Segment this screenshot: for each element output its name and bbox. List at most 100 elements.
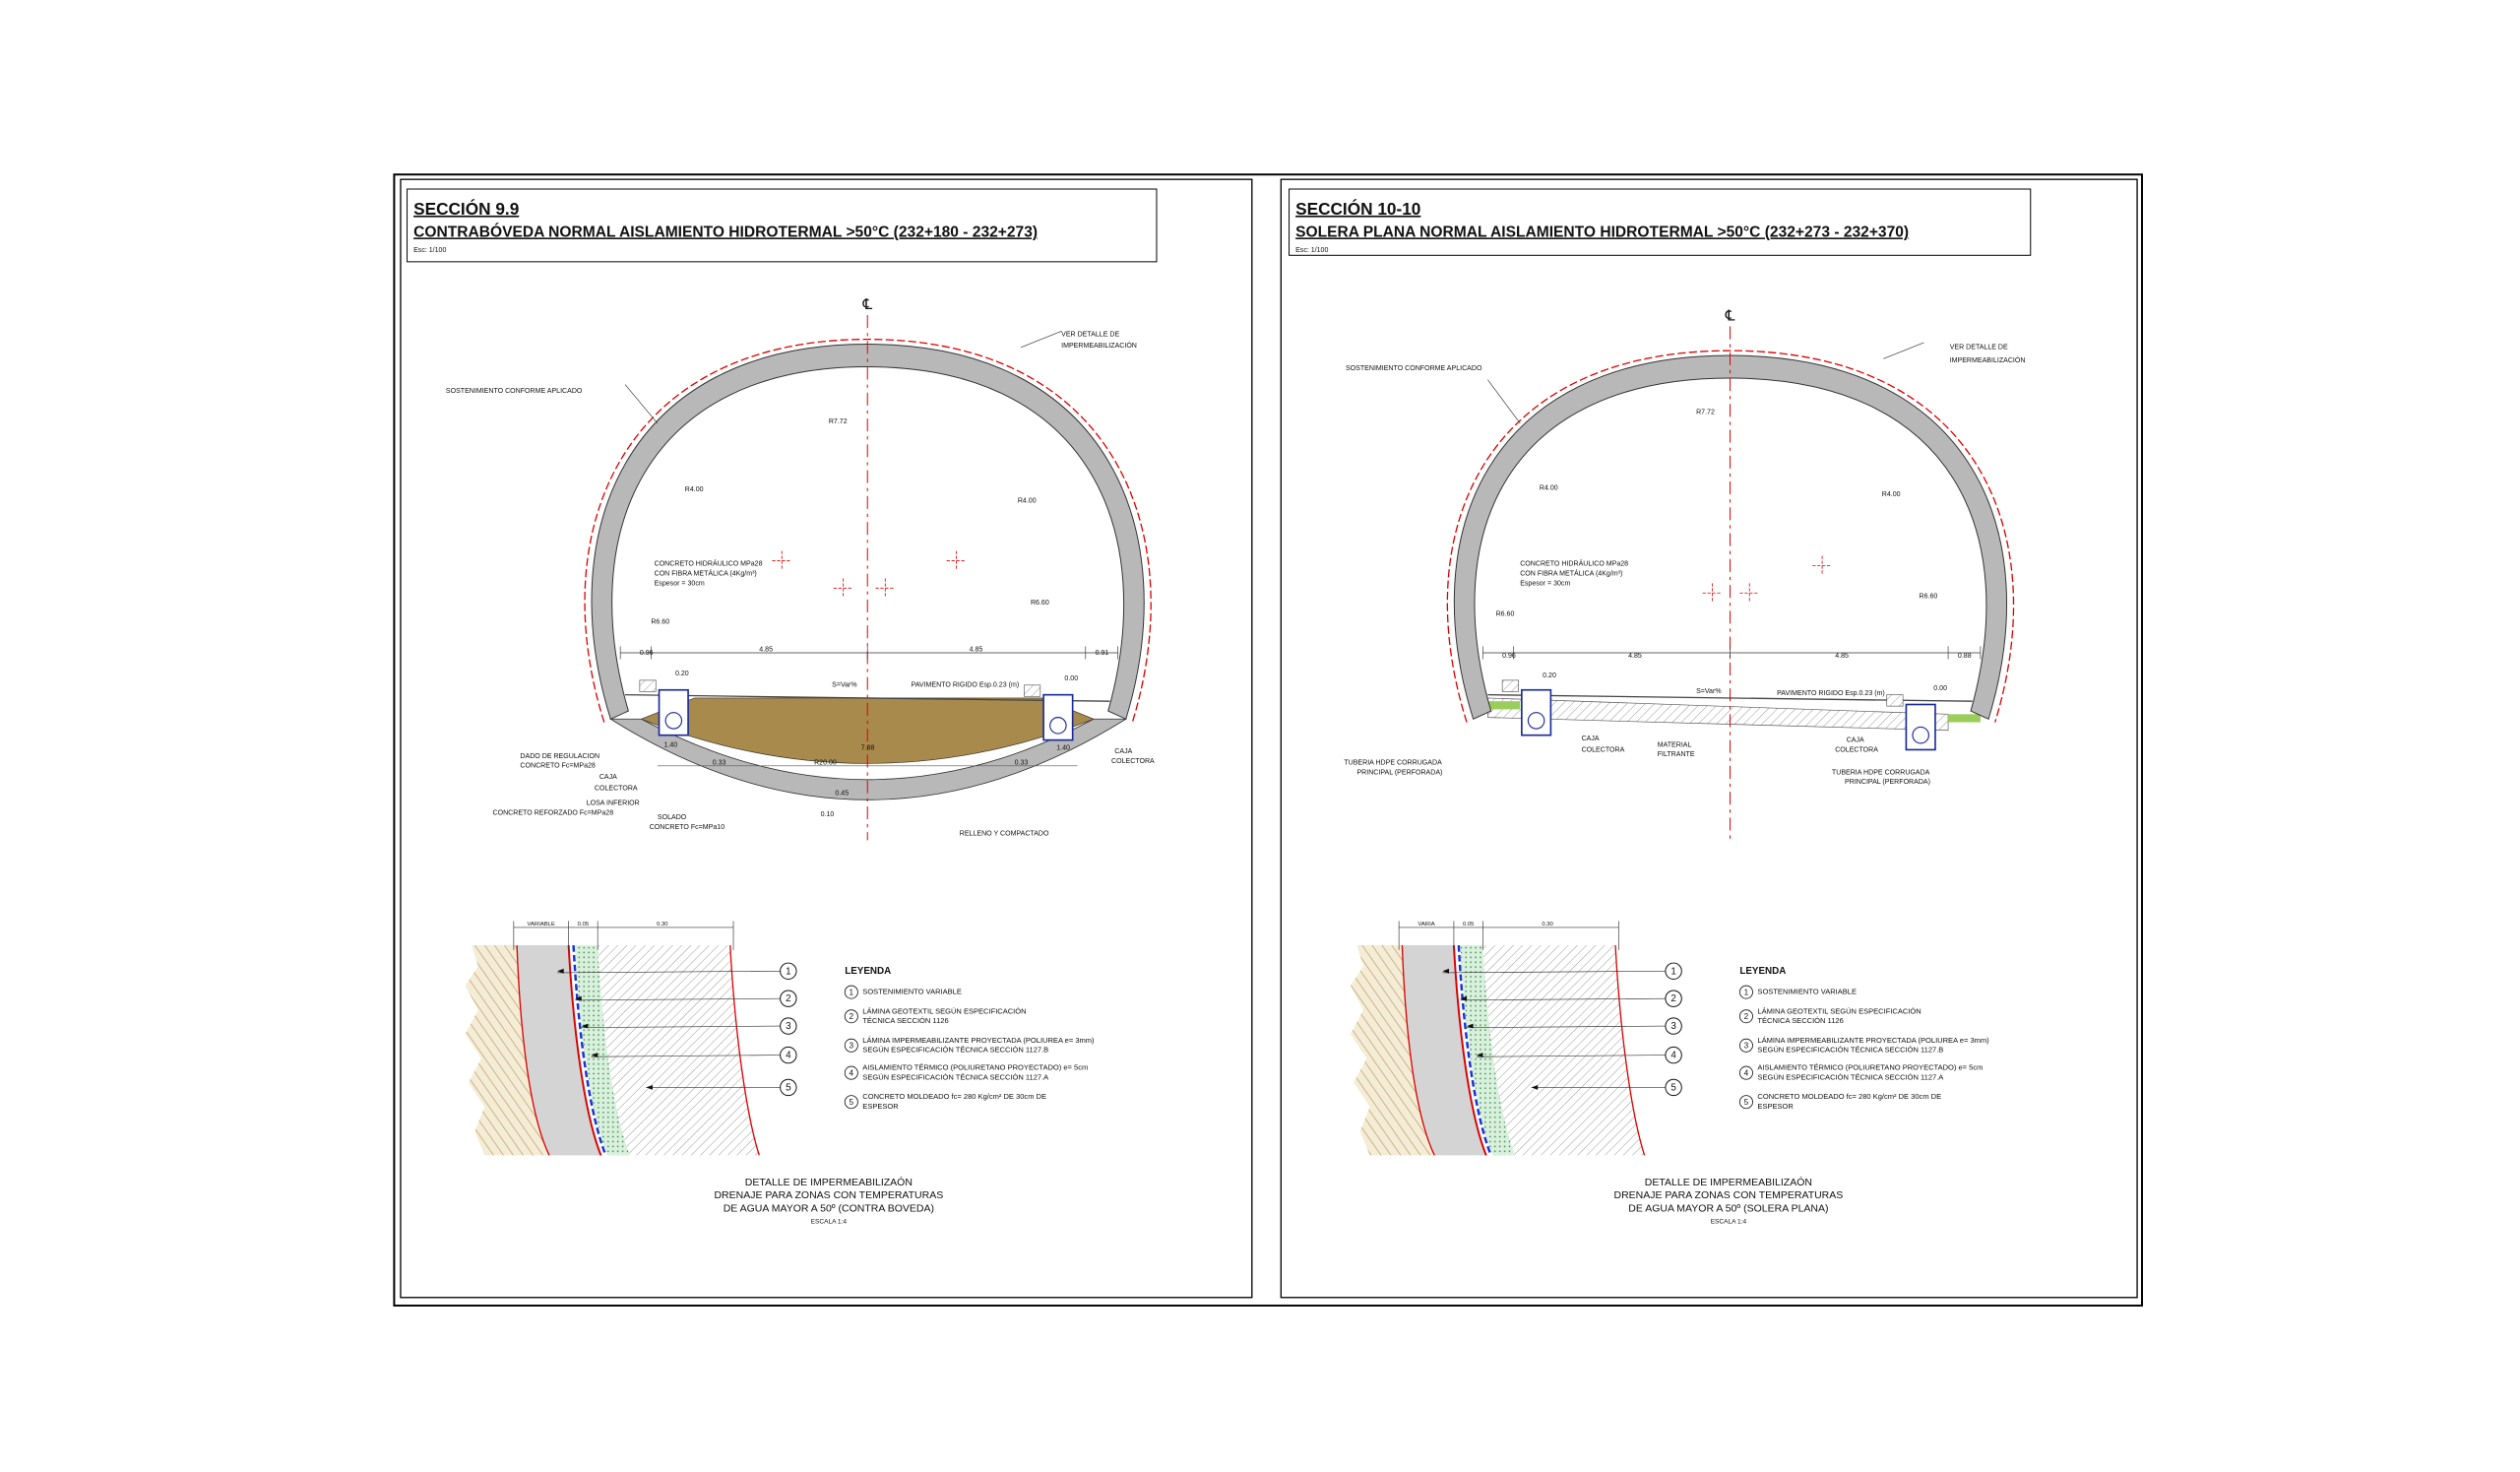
drawing-label: 0.20 <box>1543 672 1556 679</box>
geotextile <box>1452 944 1487 1156</box>
drawing-label: R20.00 <box>814 759 837 766</box>
drawing-label: 0.00 <box>1064 675 1078 682</box>
support-outline <box>584 338 1152 723</box>
drawing-label: CON FIBRA METÁLICA (4Kg/m³) <box>1520 568 1622 577</box>
drawing-scale: Esc: 1/100 <box>413 247 446 254</box>
center-mark <box>1812 555 1832 576</box>
drawing-label: 4.85 <box>1835 653 1849 660</box>
callout-arrow <box>646 1084 653 1090</box>
drawing-label: 0.33 <box>1015 759 1029 766</box>
drawing-label: R4.00 <box>1540 484 1558 491</box>
drawing-label: 7.88 <box>861 745 875 752</box>
legend-number: 3 <box>1744 1041 1749 1050</box>
leader <box>1487 379 1521 424</box>
drawing-label: 0.45 <box>835 791 849 798</box>
concrete-layer <box>1482 945 1645 1156</box>
callout-arrow <box>581 1023 589 1029</box>
legend-circle <box>844 1038 858 1053</box>
legend-title: LEYENDA <box>845 966 891 977</box>
callout-arrow <box>591 1053 598 1058</box>
callout-circle <box>1665 962 1682 980</box>
centerline-symbol: ℄ <box>861 297 872 313</box>
title-box <box>1289 188 2032 256</box>
drawing-label: 0.00 <box>1933 685 1947 692</box>
legend-number: 1 <box>1744 988 1749 996</box>
legend-text: LÁMINA IMPERMEABILIZANTE PROYECTADA (POL… <box>1757 1036 1989 1045</box>
drain-pipe <box>1912 726 1929 744</box>
drawing-label: DADO DE REGULACION <box>520 753 599 760</box>
legend-circle <box>1738 1095 1753 1110</box>
drawing-label: 0.96 <box>1502 653 1516 660</box>
drawing-label: R7.72 <box>829 418 848 425</box>
detail-dimension-label: 0.30 <box>1542 922 1553 928</box>
legend-text: SEGÚN ESPECIFICACIÓN TÉCNICA SECCIÓN 112… <box>1757 1046 1943 1055</box>
drawing-label: CON FIBRA METÁLICA (4Kg/m³) <box>655 568 757 577</box>
drawing-label: S=Var% <box>832 682 857 689</box>
callout-number: 2 <box>786 993 790 1004</box>
drawing-label: VER DETALLE DE <box>1950 345 2008 352</box>
rock-layer <box>465 945 549 1156</box>
callout-arrow <box>1467 1023 1474 1029</box>
insulation-layer <box>1460 945 1516 1156</box>
drawing-label: IMPERMEABILIZACIÓN <box>1950 355 2026 364</box>
detail-title: DETALLE DE IMPERMEABILIZAÓN <box>1645 1176 1812 1188</box>
drawing-label: TUBERIA HDPE CORRUGADA <box>1832 769 1930 776</box>
legend-text: LÁMINA GEOTEXTIL SEGÚN ESPECIFICACIÓN <box>1757 1006 1921 1015</box>
leader <box>624 384 659 424</box>
drain-pipe <box>1049 717 1067 735</box>
callout-arrow <box>1531 1084 1539 1090</box>
center-mark <box>946 550 967 571</box>
callout-number: 5 <box>1670 1083 1676 1094</box>
legend-circle <box>844 1095 858 1110</box>
drawing-label: PRINCIPAL (PERFORADA) <box>1845 779 1930 786</box>
concrete-edge <box>1401 944 1646 1156</box>
callout-leader <box>1442 970 1666 974</box>
drawing-label: MATERIAL <box>1658 741 1692 748</box>
membrane <box>1457 944 1492 1156</box>
detail-title: DRENAJE PARA ZONAS CON TEMPERATURAS <box>714 1189 943 1201</box>
legend-number: 4 <box>850 1068 854 1077</box>
legend-text: TÉCNICA SECCIÓN 1126 <box>862 1016 948 1025</box>
legend-circle <box>1738 1065 1753 1080</box>
detail-title: DRENAJE PARA ZONAS CON TEMPERATURAS <box>1613 1189 1843 1201</box>
legend-text: SEGÚN ESPECIFICACIÓN TÉCNICA SECCIÓN 112… <box>862 1046 1048 1055</box>
drawing-label: PAVIMENTO RIGIDO Esp.0.23 (m) <box>912 682 1020 689</box>
legend-text: CONCRETO MOLDEADO fc= 280 Kg/cm² DE 30cm… <box>862 1092 1046 1101</box>
drawing-label: R4.00 <box>685 486 704 493</box>
callout-circle <box>780 1078 797 1097</box>
drawing-label: 0.10 <box>821 811 835 818</box>
callout-number: 3 <box>1670 1021 1676 1032</box>
legend-text: ESPESOR <box>1757 1102 1794 1111</box>
legend-title: LEYENDA <box>1739 966 1786 977</box>
drawing-label: R6.60 <box>1920 593 1938 600</box>
callout-circle <box>780 962 797 980</box>
legend-text: SOSTENIMIENTO VARIABLE <box>862 988 962 996</box>
drawing-label: 0.96 <box>640 650 654 657</box>
drawing-label: COLECTORA <box>1835 746 1878 753</box>
drawing-label: CAJA <box>1582 736 1600 742</box>
legend-text: ESPESOR <box>862 1102 899 1111</box>
drawing-label: 1.40 <box>663 741 677 748</box>
legend-text: CONCRETO MOLDEADO fc= 280 Kg/cm² DE 30cm… <box>1757 1092 1941 1101</box>
drawing-label: 1.40 <box>1056 745 1070 752</box>
drawing-label: R4.00 <box>1018 498 1037 505</box>
callout-circle <box>1665 1017 1682 1035</box>
title-box <box>407 188 1158 263</box>
detail-title: DE AGUA MAYOR A 50º (CONTRA BOVEDA) <box>724 1202 934 1214</box>
center-mark <box>1739 583 1760 604</box>
callout-leader <box>557 970 781 974</box>
callout-arrow <box>575 995 582 1001</box>
drawing-label: CAJA <box>1847 736 1864 743</box>
drawing-label: CONCRETO REFORZADO Fc=MPa28 <box>493 809 614 816</box>
drawing-label: R4.00 <box>1882 491 1901 498</box>
drawing-label: PAVIMENTO RIGIDO Esp.0.23 (m) <box>1777 690 1885 697</box>
concrete-layer <box>598 945 760 1156</box>
support-layer <box>517 945 601 1156</box>
detail-dimension-label: VARIA <box>1418 922 1434 928</box>
box-cover <box>1024 684 1041 697</box>
callout-circle <box>1665 1046 1682 1064</box>
drawing-label: FILTRANTE <box>1658 751 1695 758</box>
drawing-label: SOSTENIMIENTO CONFORME APLICADO <box>1346 365 1482 372</box>
drawing-label: SOLADO <box>658 814 687 821</box>
